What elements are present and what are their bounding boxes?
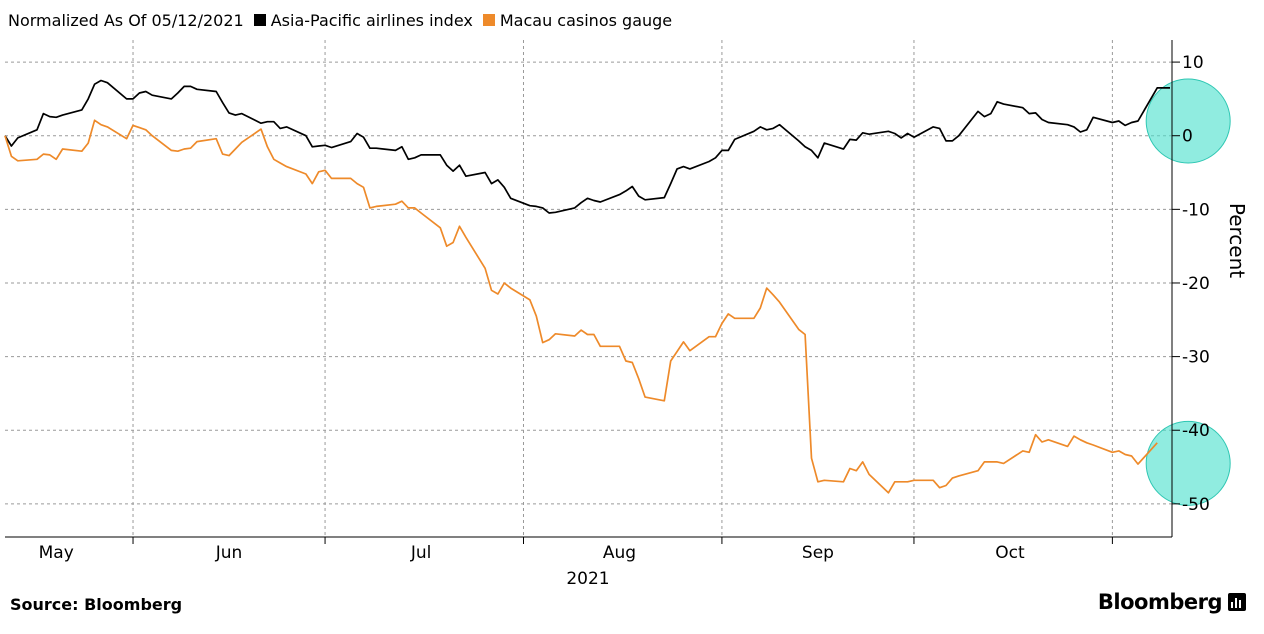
series-line-macau (4, 119, 1158, 494)
grid-lines (5, 40, 1172, 537)
x-tick-label: May (39, 543, 74, 563)
series-line-airlines (4, 79, 1170, 214)
x-tick-label: Aug (603, 543, 636, 563)
x-year-label: 2021 (566, 569, 609, 589)
x-tick-label: Oct (995, 543, 1025, 563)
y-tick-label: 10 (1182, 53, 1204, 73)
legend-normalized-note: Normalized As Of 05/12/2021 (8, 11, 244, 30)
series-lines (4, 79, 1170, 494)
highlight-circle (1145, 78, 1231, 164)
legend-label-macau: Macau casinos gauge (499, 10, 673, 30)
legend-item-airlines: Asia-Pacific airlines index (253, 10, 473, 30)
tick-labels: 10 0 -10 -20 -30 -40 -50 May Jun Jul Aug Sep Oct 2021… (39, 53, 1249, 589)
y-tick-label: -20 (1182, 274, 1210, 294)
brand-logo: Bloomberg (1098, 590, 1246, 614)
x-tick-label: Jul (410, 543, 432, 563)
legend-swatch-airlines (253, 14, 266, 26)
legend-item-macau: Macau casinos gauge (482, 10, 673, 30)
highlight-circle (1145, 420, 1231, 506)
legend-normalized-label: Normalized As Of 05/12/2021 (8, 10, 244, 30)
x-tick-label: Jun (215, 543, 243, 563)
legend-label-airlines: Asia-Pacific airlines index (270, 10, 473, 30)
highlight-circles (1145, 78, 1231, 506)
y-tick-label: -50 (1182, 495, 1210, 515)
y-tick-label: -30 (1182, 348, 1210, 368)
x-tick-label: Sep (802, 543, 834, 563)
y-tick-label: -10 (1182, 200, 1210, 220)
y-tick-label: -40 (1182, 421, 1210, 441)
y-tick-label: 0 (1182, 127, 1193, 147)
bloomberg-terminal-icon (1228, 593, 1246, 611)
y-axis-title: Percent (1225, 203, 1249, 278)
brand-wordmark: Bloomberg (1097, 590, 1223, 614)
source-note: Source: Bloomberg (10, 595, 183, 614)
legend: Normalized As Of 05/12/2021 Asia-Pacific… (8, 9, 682, 31)
axes (5, 40, 1180, 544)
legend-swatch-macau (482, 14, 495, 26)
